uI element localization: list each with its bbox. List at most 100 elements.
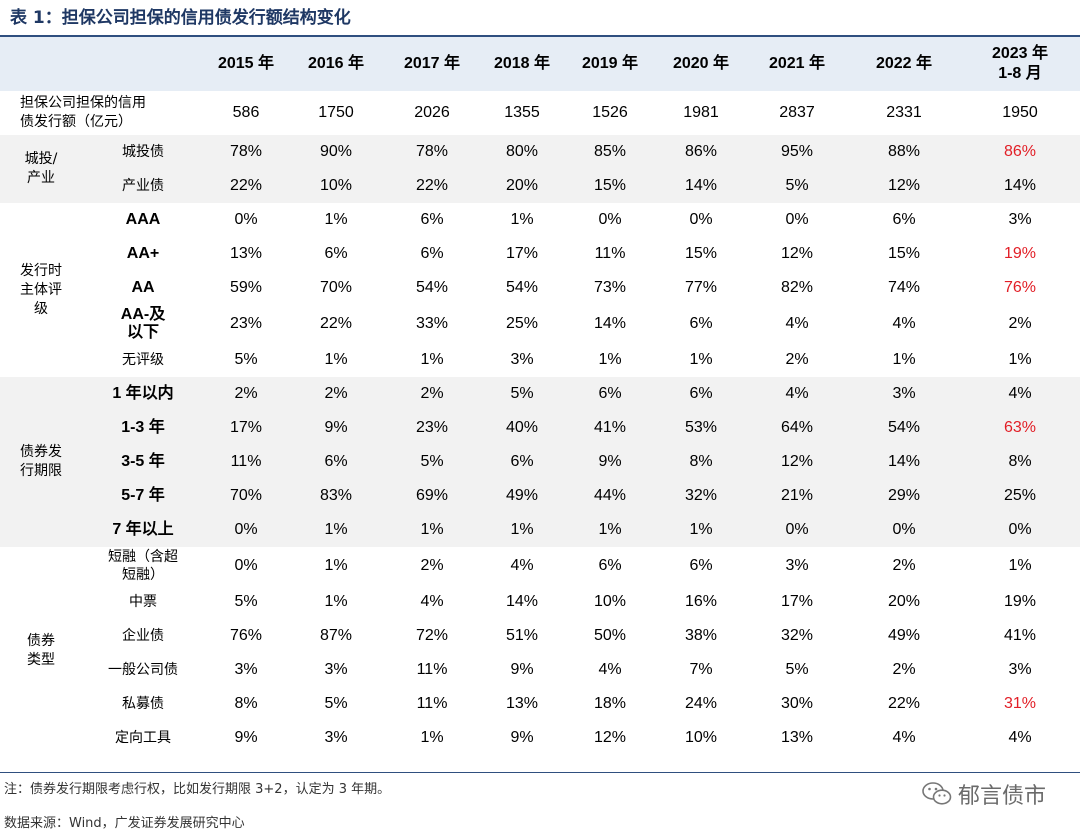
cell-value: 69% — [384, 479, 480, 513]
cell-value: 4% — [1008, 729, 1032, 746]
cell-value: 8% — [960, 445, 1080, 479]
cell-value: 17% — [505, 245, 539, 262]
cell-value: 88% — [848, 135, 960, 169]
cell-value: 12% — [593, 729, 627, 746]
cell-value: 87% — [319, 627, 353, 644]
cell-value: 14% — [848, 445, 960, 479]
cell-value: 18% — [593, 695, 627, 712]
header-year: 2016 年 — [288, 37, 384, 91]
cell-value: 25% — [505, 315, 539, 332]
cell-value: 1% — [324, 211, 348, 228]
footnote: 注：债券发行期限考虑行权，比如发行期限 3+2，认定为 3 年期。 — [4, 782, 391, 797]
cell-value: 20% — [480, 169, 564, 203]
cell-value: 12% — [746, 445, 848, 479]
table-row: 发行时 主体评 级 AAA 0% 1% 6% 1% 0% 0% 0% 6% 3% — [0, 203, 1080, 317]
cell-value: 15% — [684, 245, 718, 262]
cell-value: 6% — [892, 211, 916, 228]
cell-value: 0% — [689, 211, 713, 228]
table-row: 7 年以上 0% 1% 1% 1% 1% 1% 0% 0% 0% — [0, 513, 1080, 547]
header-corner — [0, 37, 204, 91]
cell-value: 4% — [785, 315, 809, 332]
cell-value: 1% — [384, 513, 480, 547]
row-label: 一般公司债 — [108, 662, 178, 678]
cell-value: 41% — [1003, 627, 1037, 644]
cell-value: 3% — [1008, 211, 1032, 228]
cell-value: 1% — [689, 351, 713, 368]
cell-value: 50% — [593, 627, 627, 644]
cell-value: 22% — [384, 169, 480, 203]
cell-value: 77% — [684, 279, 718, 296]
cell-value: 1% — [892, 351, 916, 368]
cell-value: 5% — [785, 661, 809, 678]
header-year: 2018 年 — [480, 37, 564, 91]
cell-value: 85% — [564, 135, 656, 169]
cell-value: 24% — [684, 695, 718, 712]
cell-value: 17% — [204, 411, 288, 445]
cell-value: 70% — [319, 279, 353, 296]
cell-value: 29% — [848, 479, 960, 513]
cell-value: 9% — [510, 661, 534, 678]
cell-value: 9% — [288, 411, 384, 445]
cell-value: 32% — [656, 479, 746, 513]
cell-value: 22% — [887, 695, 921, 712]
header-year: 2020 年 — [656, 37, 746, 91]
cell-value: 11% — [594, 245, 626, 262]
cell-value: 13% — [780, 729, 814, 746]
top-rule — [0, 35, 1080, 37]
cell-value: 1% — [656, 513, 746, 547]
cell-value: 54% — [415, 279, 449, 296]
group-category: 债券 类型 — [27, 633, 55, 668]
cell-value: 3% — [234, 661, 258, 678]
cell-value: 0% — [234, 557, 258, 574]
issuance-value: 1355 — [504, 104, 540, 121]
issuance-value: 2837 — [779, 104, 815, 121]
cell-value: 19% — [1003, 245, 1037, 262]
cell-value: 6% — [689, 315, 713, 332]
row-label: AA+ — [126, 245, 160, 262]
cell-value: 4% — [510, 557, 534, 574]
cell-value: 0% — [598, 211, 622, 228]
issuance-value: 1950 — [1002, 104, 1038, 121]
cell-value: 5% — [234, 593, 258, 610]
cell-value: 64% — [746, 411, 848, 445]
cell-value: 2% — [420, 557, 444, 574]
header-year: 2021 年 — [746, 37, 848, 91]
cell-value: 1% — [1008, 557, 1032, 574]
cell-value: 49% — [887, 627, 921, 644]
cell-value: 83% — [288, 479, 384, 513]
cell-value: 49% — [480, 479, 564, 513]
cell-value: 63% — [960, 411, 1080, 445]
header-year: 2019 年 — [564, 37, 656, 91]
cell-value: 3% — [848, 377, 960, 411]
cell-value: 14% — [505, 593, 539, 610]
cell-value: 0% — [785, 211, 809, 228]
cell-value: 9% — [510, 729, 534, 746]
cell-value: 6% — [480, 445, 564, 479]
cell-value: 15% — [887, 245, 921, 262]
table-row: 3-5 年 11% 6% 5% 6% 9% 8% 12% 14% 8% — [0, 445, 1080, 479]
cell-value: 0% — [960, 513, 1080, 547]
bottom-rule — [0, 772, 1080, 773]
cell-value: 6% — [420, 245, 444, 262]
row-label: 短融（含超 短融） — [108, 549, 178, 583]
cell-value: 1% — [288, 513, 384, 547]
cell-value: 3% — [324, 729, 348, 746]
cell-value: 1% — [324, 557, 348, 574]
issuance-value: 586 — [232, 104, 260, 121]
cell-value: 25% — [960, 479, 1080, 513]
table-row: 一般公司债 3% 3% 11% 9% 4% 7% 5% 2% 3% — [0, 653, 1080, 687]
cell-value: 6% — [420, 211, 444, 228]
cell-value: 4% — [892, 729, 916, 746]
cell-value: 6% — [324, 245, 348, 262]
table-row: 5-7 年 70% 83% 69% 49% 44% 32% 21% 29% 25% — [0, 479, 1080, 513]
cell-value: 7% — [689, 661, 713, 678]
cell-value: 53% — [656, 411, 746, 445]
cell-value: 2% — [384, 377, 480, 411]
row-label: 1-3 年 — [82, 411, 204, 445]
cell-value: 33% — [415, 315, 449, 332]
group-category: 债券发 行期限 — [0, 377, 82, 547]
row-label: AA-及 以下 — [120, 306, 166, 341]
cell-value: 32% — [780, 627, 814, 644]
cell-value: 17% — [780, 593, 814, 610]
cell-value: 5% — [384, 445, 480, 479]
